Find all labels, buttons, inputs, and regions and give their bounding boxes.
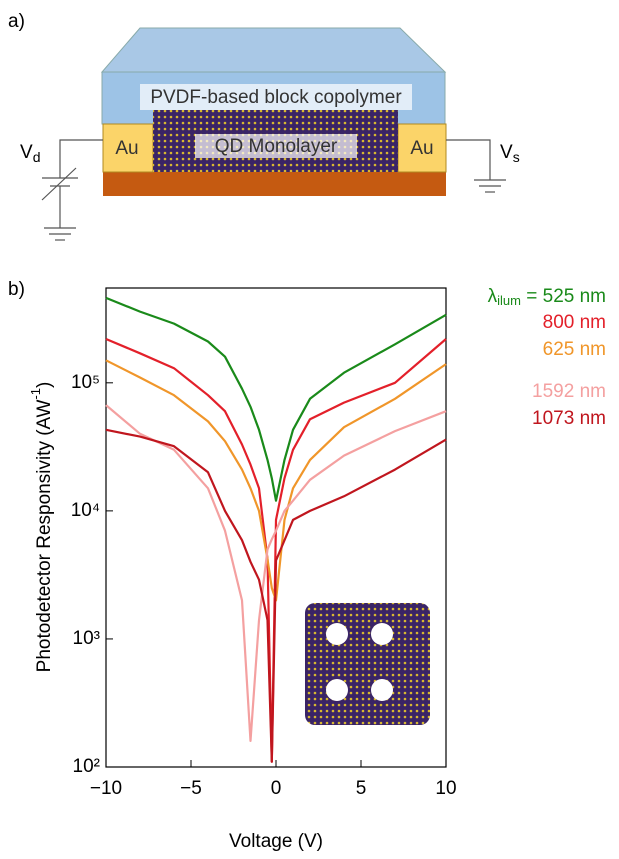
inset-hole: [371, 623, 393, 645]
panel-label: a): [8, 11, 25, 32]
layer-label: PVDF-based block copolymer: [150, 87, 402, 108]
label-box: [195, 134, 357, 158]
series-line: [105, 428, 447, 763]
legend-entry: 1592 nm: [532, 381, 606, 402]
inset-hole: [326, 679, 348, 701]
variable-arrow: [41, 167, 77, 201]
y-title-sup: -1: [28, 388, 43, 400]
y-tick-label: 10⁴: [71, 500, 100, 521]
legend-entry: 800 nm: [543, 312, 606, 333]
x-tick-label: 0: [271, 778, 282, 799]
substrate: [103, 172, 446, 196]
legend-name: 800 nm: [543, 312, 606, 333]
label-box: [140, 84, 412, 110]
drain-main: V: [20, 142, 33, 163]
y-title-end: ): [34, 382, 55, 388]
legend-name: 625 nm: [543, 339, 606, 360]
y-tick-label: 10²: [73, 756, 100, 777]
x-tick-label: −5: [180, 778, 202, 799]
inset-hole: [371, 679, 393, 701]
y-axis-title: Photodetector Responsivity (AW-1): [28, 382, 55, 673]
source-label: Vs: [500, 142, 520, 165]
layer-top: [100, 27, 447, 73]
panel-label: b): [8, 279, 25, 300]
device: PVDF-based block copolymer QD Monolayer …: [100, 27, 447, 196]
x-tick-label: 10: [435, 778, 456, 799]
series-line: [105, 359, 447, 602]
y-tick-label: 10³: [73, 628, 100, 649]
electrode-label: Au: [115, 138, 138, 159]
electrode: [102, 123, 154, 173]
legend-title-main: λ: [488, 286, 498, 307]
inset-lattice: [305, 603, 430, 725]
legend-title-sub: ilum: [497, 293, 521, 308]
wire: [59, 139, 103, 178]
wire: [446, 139, 491, 180]
legend-name: 1592 nm: [532, 381, 606, 402]
legend-title-end: =: [521, 286, 537, 307]
series-line: [105, 296, 447, 502]
legend-entry: 1073 nm: [532, 408, 606, 429]
channel-label: QD Monolayer: [215, 136, 338, 157]
inset: [305, 603, 430, 725]
y-title-main: Photodetector Responsivity (AW: [34, 399, 55, 672]
x-tick-label: 5: [356, 778, 367, 799]
series-line: [105, 404, 447, 742]
legend-name: 1073 nm: [532, 408, 606, 429]
inset-hole: [326, 623, 348, 645]
y-tick-label: 10⁵: [71, 372, 100, 393]
legend-name: 525 nm: [543, 286, 606, 307]
legend-entry: λilum = 525 nm: [488, 286, 606, 308]
electrode: [397, 123, 447, 173]
circuit: [41, 139, 506, 241]
drain-label: Vd: [20, 142, 40, 165]
x-axis-title: Voltage (V): [229, 831, 323, 852]
source-main: V: [500, 142, 513, 163]
x-tick-label: −10: [90, 778, 122, 799]
legend-entry: 625 nm: [543, 339, 606, 360]
drain-sub: d: [33, 149, 41, 165]
source-sub: s: [513, 149, 520, 165]
electrode-label: Au: [410, 138, 433, 159]
